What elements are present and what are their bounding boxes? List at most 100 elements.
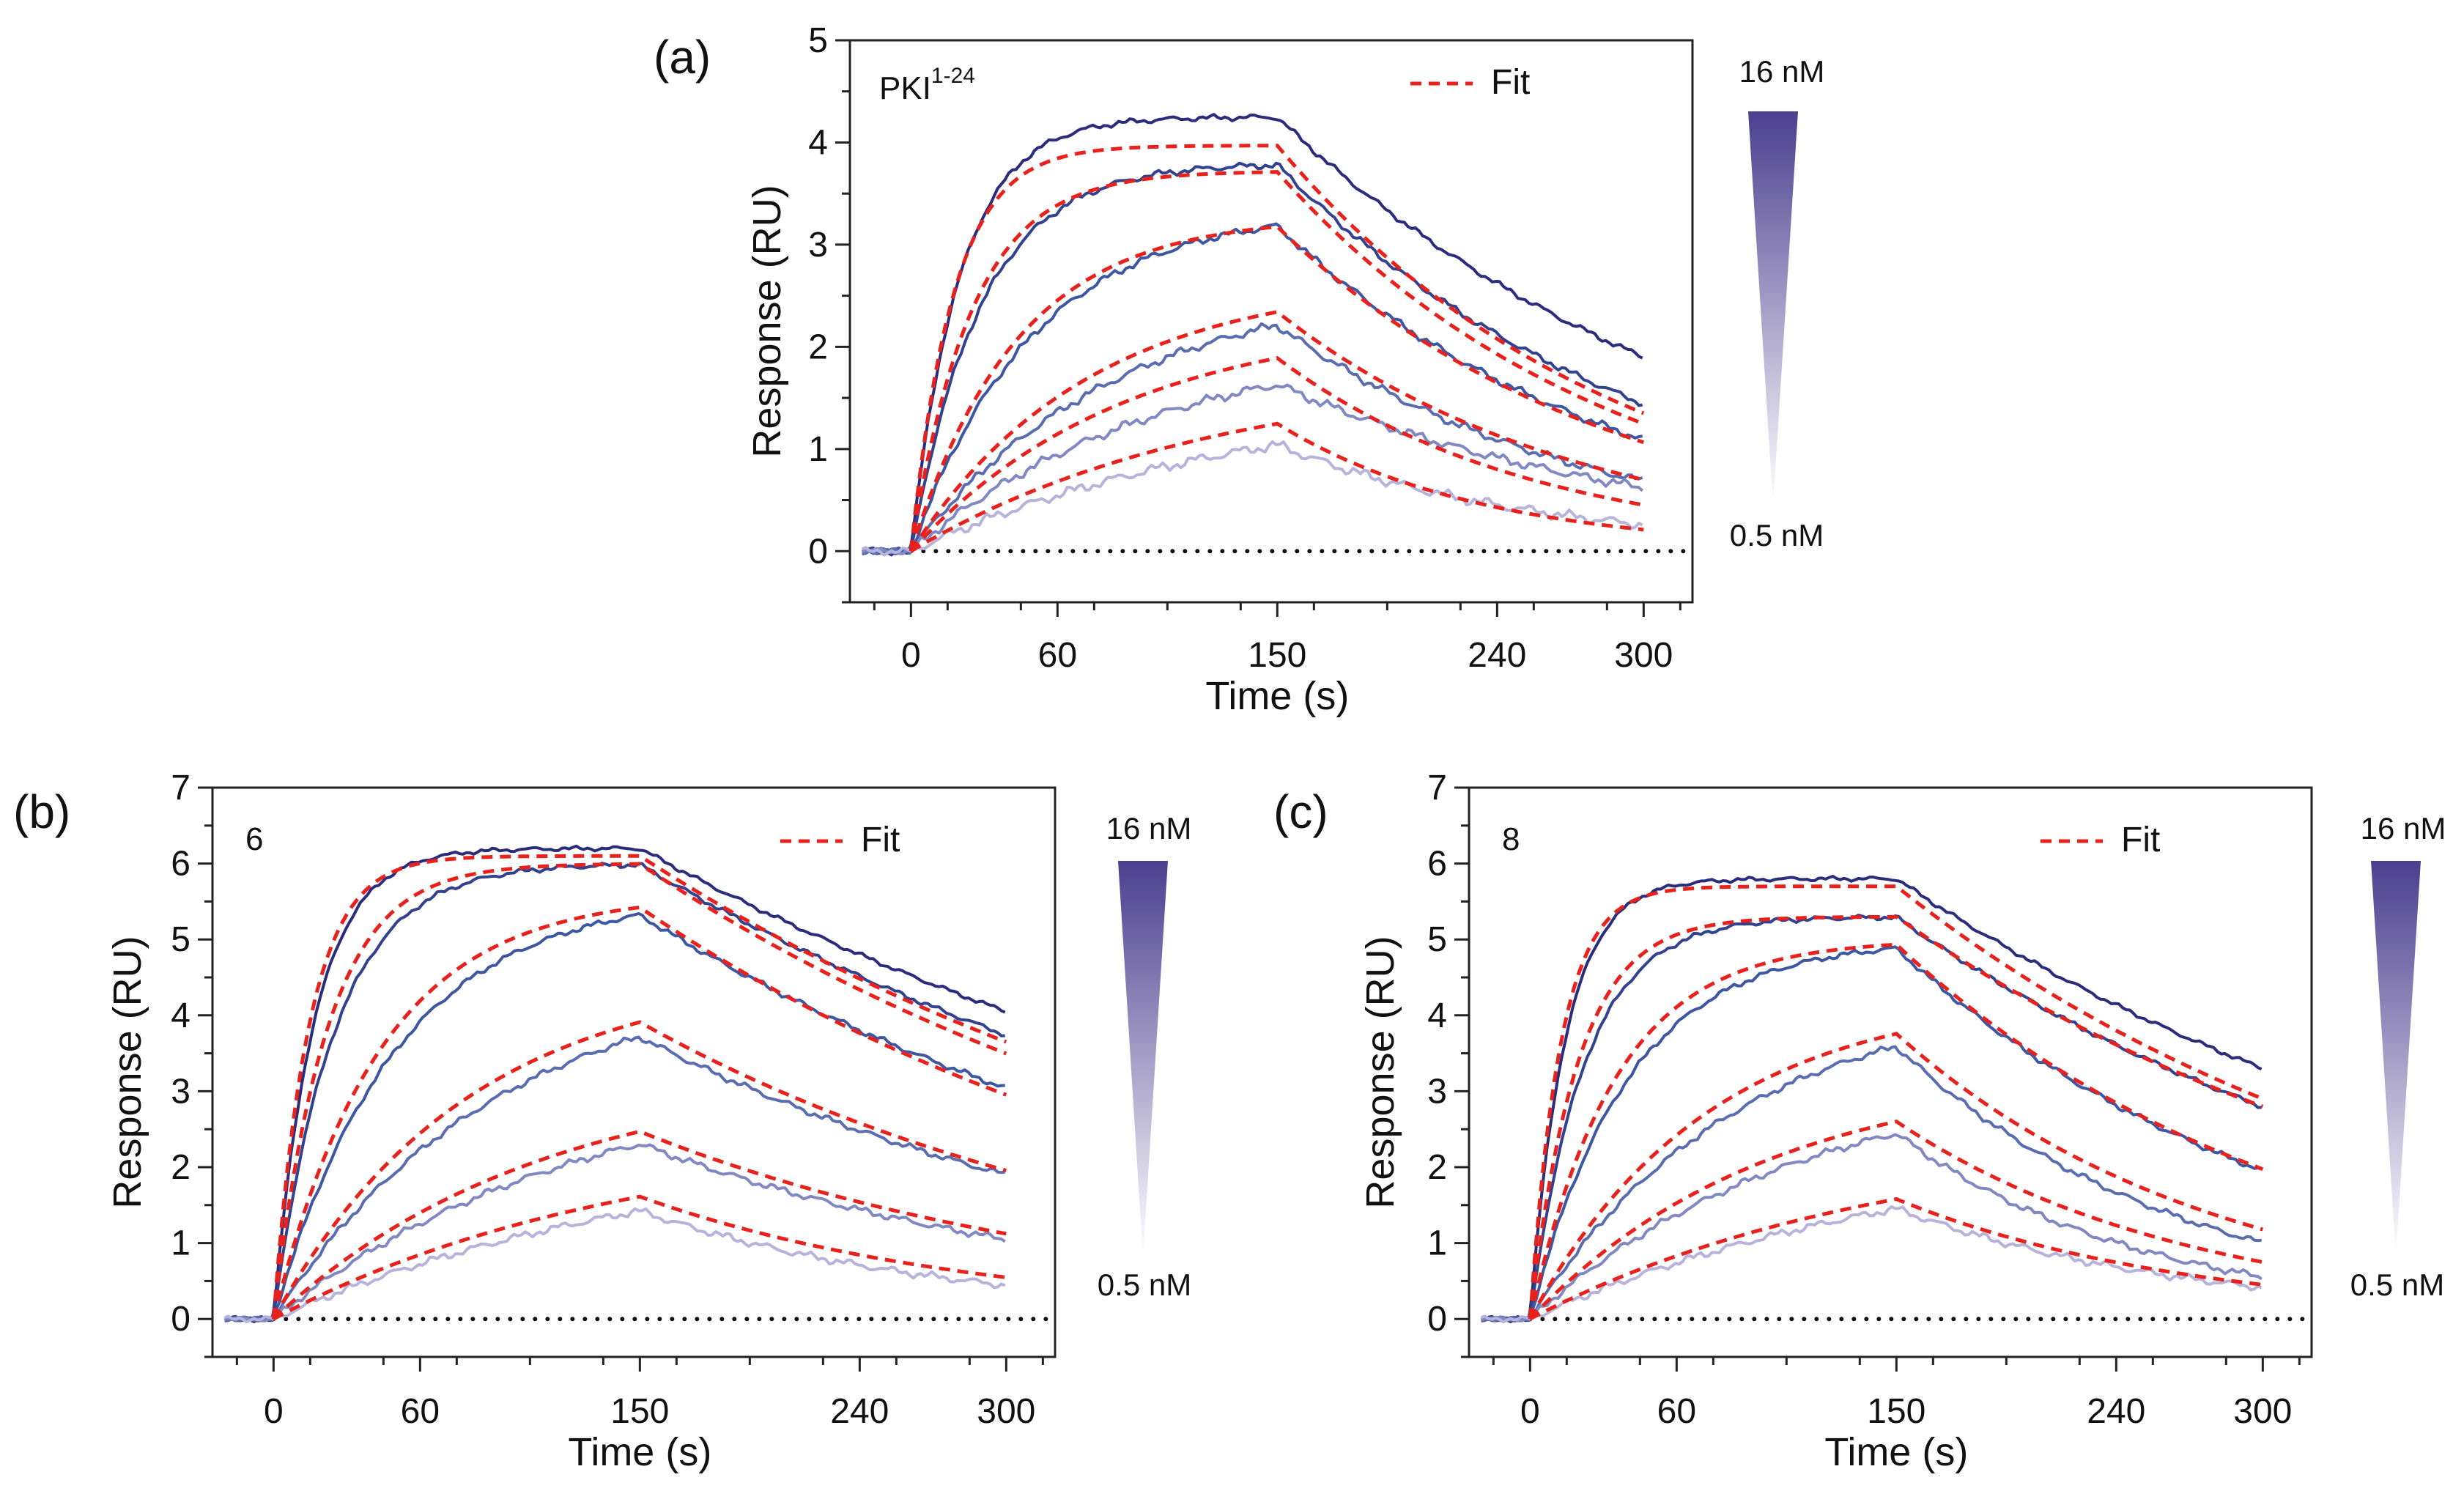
panel-b: (b) 0 1 2 3 4 5 6 7 0 60 150 240 300 Time (s) Response … bbox=[13, 769, 1191, 1474]
data-trace-6 bbox=[861, 440, 1643, 557]
data-trace-1 bbox=[224, 844, 1006, 1322]
plot-frame bbox=[211, 786, 1057, 1358]
x-tick-label: 240 bbox=[830, 1392, 889, 1431]
data-trace-5 bbox=[224, 1143, 1006, 1322]
fit-curve-6 bbox=[273, 1194, 1007, 1321]
y-tick-label: 3 bbox=[1427, 1072, 1447, 1111]
x-axis-title: Time (s) bbox=[1205, 674, 1349, 718]
x-tick-label: 240 bbox=[2087, 1392, 2145, 1431]
gradient-top-label: 16 nM bbox=[2361, 811, 2446, 846]
compound-label: 6 bbox=[245, 821, 263, 857]
compound-superscript: 1-24 bbox=[931, 64, 975, 88]
fit-curve-1 bbox=[1528, 884, 2264, 1320]
fit-curve-5 bbox=[272, 1129, 1007, 1321]
data-trace-5 bbox=[862, 383, 1644, 555]
y-axis-title: Response (RU) bbox=[1358, 936, 1402, 1208]
y-tick-label: 4 bbox=[171, 996, 190, 1035]
y-tick-label: 0 bbox=[171, 1300, 190, 1339]
panel-letter: (c) bbox=[1273, 785, 1328, 838]
y-tick-label: 7 bbox=[1427, 769, 1447, 807]
fit-curve-4 bbox=[1528, 1032, 2263, 1320]
y-tick-label: 1 bbox=[1427, 1224, 1447, 1263]
y-axis-title: Response (RU) bbox=[745, 185, 789, 457]
x-tick-label: 300 bbox=[2233, 1392, 2292, 1431]
x-tick-label: 150 bbox=[1867, 1392, 1925, 1431]
y-tick-label: 7 bbox=[171, 769, 190, 807]
gradient-bottom-label: 0.5 nM bbox=[1730, 518, 1824, 552]
x-tick-label: 240 bbox=[1468, 636, 1526, 675]
gradient-top-label: 16 nM bbox=[1739, 54, 1825, 89]
gradient-top-label: 16 nM bbox=[1106, 811, 1192, 846]
y-tick-label: 5 bbox=[171, 920, 190, 959]
panel-c: (c) 0 1 2 3 4 5 6 7 0 60 150 240 300 Time (s) Response … bbox=[1273, 769, 2446, 1474]
data-trace-4 bbox=[224, 1035, 1005, 1323]
fit-curve-4 bbox=[909, 310, 1644, 552]
data-trace-6 bbox=[1481, 1205, 2263, 1324]
concentration-wedge bbox=[1118, 861, 1168, 1257]
y-tick-label: 0 bbox=[1427, 1300, 1447, 1339]
fit-curve-6 bbox=[1529, 1196, 2263, 1321]
panel-letter: (a) bbox=[654, 31, 711, 84]
data-trace-3 bbox=[224, 911, 1005, 1322]
y-axis-title: Response (RU) bbox=[106, 936, 149, 1208]
gradient-bottom-label: 0.5 nM bbox=[1098, 1268, 1191, 1302]
data-trace-2 bbox=[861, 161, 1643, 557]
fit-curve-2 bbox=[909, 170, 1645, 552]
y-tick-label: 2 bbox=[1427, 1148, 1447, 1187]
x-tick-label: 300 bbox=[1614, 636, 1673, 675]
y-tick-label: 1 bbox=[171, 1224, 190, 1263]
fit-curve-3 bbox=[271, 905, 1007, 1320]
fit-curve-2 bbox=[1528, 914, 2264, 1320]
concentration-wedge bbox=[2371, 861, 2421, 1257]
x-tick-label: 0 bbox=[264, 1392, 284, 1431]
plot-frame bbox=[848, 39, 1694, 604]
y-tick-label: 6 bbox=[171, 845, 190, 884]
data-trace-5 bbox=[1481, 1133, 2263, 1322]
y-tick-label: 6 bbox=[1427, 845, 1447, 884]
compound-label: 8 bbox=[1502, 821, 1520, 857]
x-tick-label: 150 bbox=[1248, 636, 1306, 675]
y-tick-label: 4 bbox=[1427, 996, 1447, 1035]
compound-label: PKI1-24 bbox=[879, 64, 975, 106]
y-tick-label: 2 bbox=[808, 328, 828, 366]
data-trace-3 bbox=[862, 222, 1643, 555]
x-tick-label: 0 bbox=[901, 636, 921, 675]
fit-curve-1 bbox=[909, 144, 1645, 552]
fit-curve-6 bbox=[910, 421, 1644, 553]
concentration-wedge bbox=[1748, 111, 1798, 506]
y-tick-label: 5 bbox=[1427, 920, 1447, 959]
y-tick-label: 5 bbox=[808, 21, 828, 60]
x-tick-label: 60 bbox=[1657, 1392, 1696, 1431]
fit-curve-3 bbox=[909, 224, 1645, 552]
gradient-bottom-label: 0.5 nM bbox=[2350, 1268, 2444, 1302]
x-axis-title: Time (s) bbox=[568, 1430, 711, 1474]
fit-curve-4 bbox=[272, 1020, 1007, 1320]
data-trace-6 bbox=[224, 1207, 1006, 1324]
data-trace-3 bbox=[1481, 945, 2262, 1322]
y-tick-label: 0 bbox=[808, 532, 828, 571]
panel-letter: (b) bbox=[13, 785, 70, 838]
panel-a: (a) 0 1 2 3 4 5 0 60 150 240 300 Time (s) Response (R… bbox=[654, 21, 1824, 718]
fit-curve-5 bbox=[909, 356, 1644, 552]
legend-fit-label: Fit bbox=[861, 821, 900, 859]
y-tick-label: 2 bbox=[171, 1148, 190, 1187]
fit-curve-3 bbox=[1528, 942, 2264, 1320]
legend-fit-label: Fit bbox=[2121, 821, 2160, 859]
data-trace-4 bbox=[861, 322, 1643, 556]
fit-curve-2 bbox=[271, 862, 1007, 1320]
y-tick-label: 4 bbox=[808, 123, 828, 162]
x-tick-label: 150 bbox=[610, 1392, 669, 1431]
data-trace-2 bbox=[224, 862, 1005, 1324]
fit-curve-1 bbox=[271, 854, 1007, 1320]
plot-frame bbox=[1468, 786, 2313, 1358]
data-trace-1 bbox=[1481, 875, 2263, 1322]
y-tick-label: 3 bbox=[171, 1072, 190, 1111]
y-tick-label: 1 bbox=[808, 430, 828, 469]
x-tick-label: 60 bbox=[401, 1392, 440, 1431]
legend-fit-label: Fit bbox=[1491, 63, 1530, 102]
x-tick-label: 300 bbox=[977, 1392, 1035, 1431]
data-trace-1 bbox=[862, 113, 1643, 555]
x-axis-title: Time (s) bbox=[1824, 1430, 1968, 1474]
fit-curve-5 bbox=[1528, 1120, 2263, 1320]
